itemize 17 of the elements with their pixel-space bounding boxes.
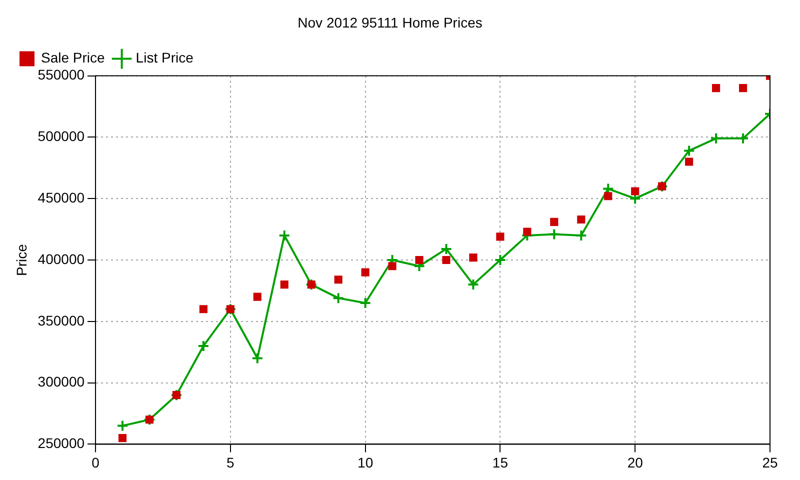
legend-label: Sale Price [41, 50, 106, 66]
y-tick-label: 500000 [38, 128, 85, 144]
y-tick-label: 450000 [38, 189, 85, 206]
legend-label: List Price [136, 50, 194, 66]
x-tick-label: 10 [358, 454, 374, 470]
y-tick-label: 250000 [38, 435, 85, 452]
x-tick-label: 20 [627, 454, 644, 470]
x-tick-label: 5 [226, 454, 235, 470]
y-tick-label: 550000 [38, 66, 85, 83]
y-tick-label: 300000 [38, 374, 85, 390]
chart-title: Nov 2012 95111 Home Prices [298, 14, 482, 30]
y-tick-label: 400000 [38, 250, 85, 267]
y-axis-title: Price [13, 244, 30, 276]
x-tick-label: 15 [492, 454, 508, 470]
x-tick-label: 0 [92, 454, 100, 470]
x-tick-label: 25 [762, 454, 778, 470]
y-tick-label: 350000 [38, 312, 85, 328]
